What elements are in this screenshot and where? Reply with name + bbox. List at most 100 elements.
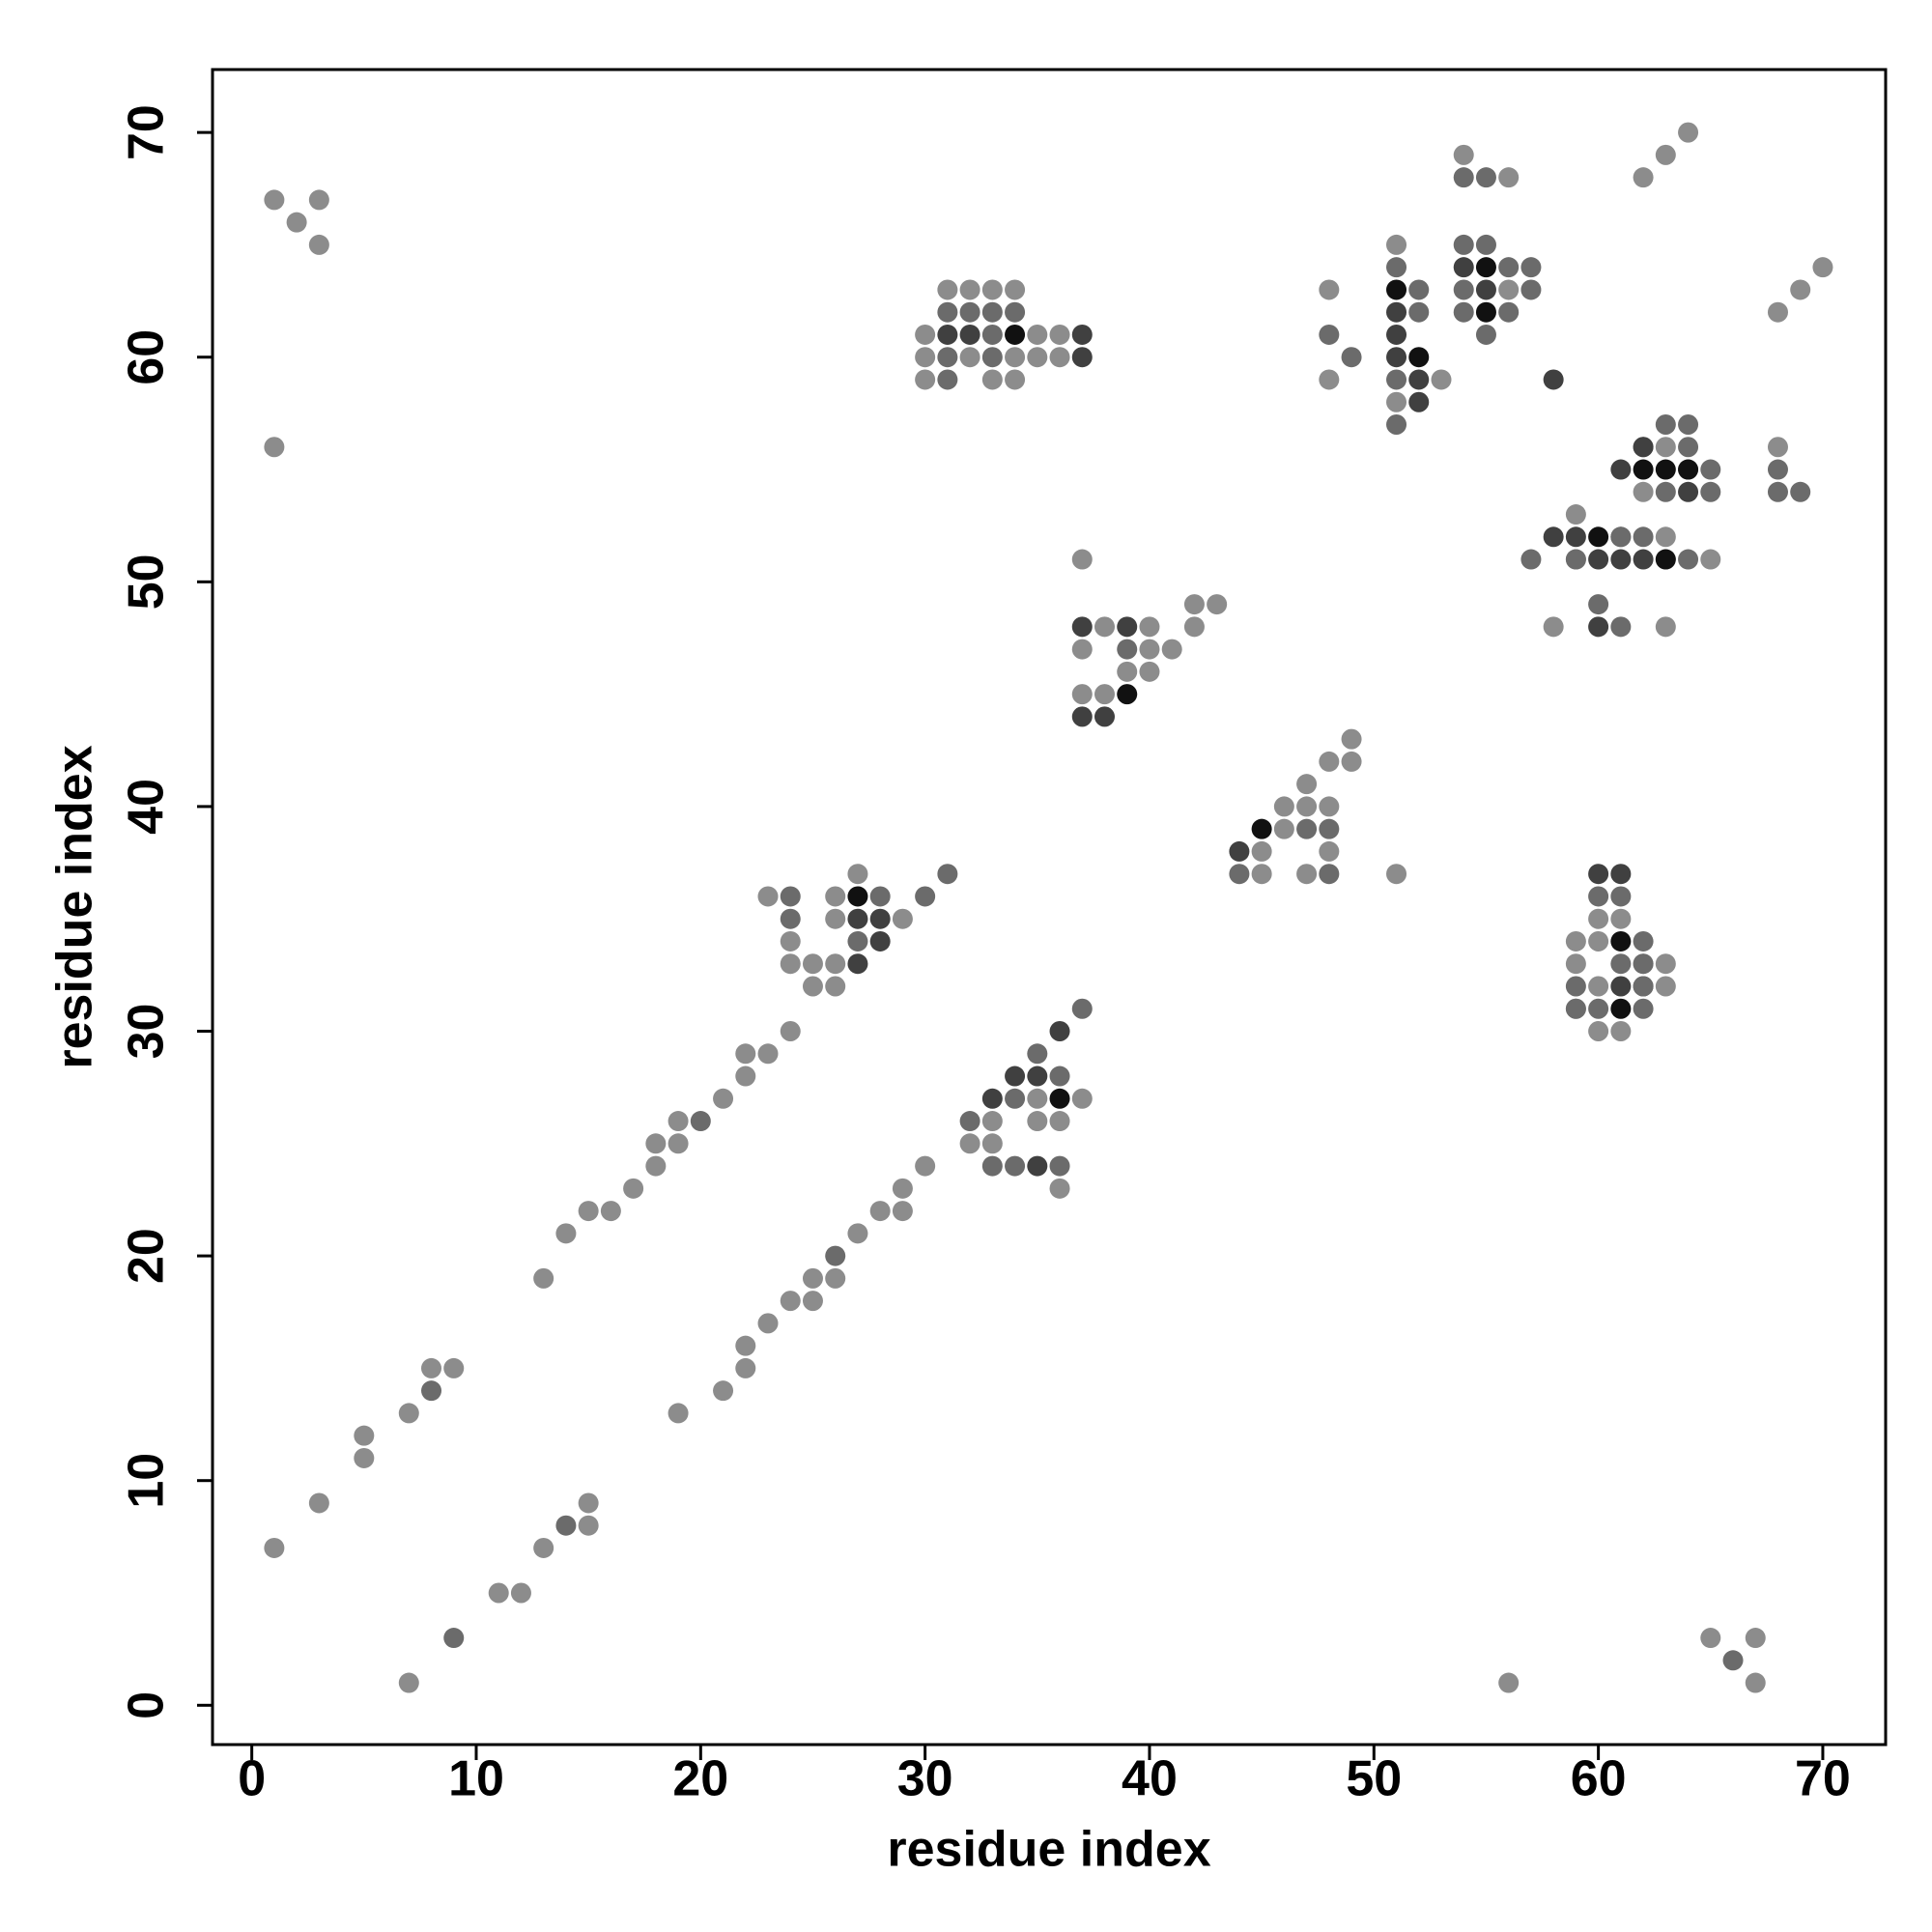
point: [981, 1088, 1003, 1109]
point: [421, 1357, 442, 1378]
point: [802, 1267, 823, 1289]
x-tick-label: 10: [448, 1751, 504, 1807]
point: [1296, 774, 1318, 795]
point: [1139, 661, 1160, 682]
point: [1408, 391, 1430, 412]
point: [1027, 1155, 1048, 1177]
point: [1319, 864, 1340, 885]
point: [1678, 414, 1699, 436]
point: [780, 908, 801, 929]
point: [1319, 796, 1340, 817]
point: [1005, 301, 1026, 323]
point: [398, 1672, 419, 1693]
point: [1745, 1672, 1766, 1693]
point: [1678, 549, 1699, 570]
point: [1543, 616, 1564, 638]
point: [1633, 549, 1654, 570]
point: [1117, 639, 1138, 660]
point: [869, 908, 891, 929]
point: [825, 908, 846, 929]
point: [937, 301, 958, 323]
point: [1498, 301, 1520, 323]
point: [757, 886, 779, 907]
point: [1610, 526, 1632, 548]
point: [981, 301, 1003, 323]
point: [1588, 594, 1609, 615]
point: [1319, 751, 1340, 772]
point: [981, 1111, 1003, 1132]
point: [869, 886, 891, 907]
point: [1049, 347, 1070, 368]
point: [1498, 167, 1520, 188]
point: [1678, 122, 1699, 143]
point: [757, 1313, 779, 1334]
x-tick-label: 20: [672, 1751, 728, 1807]
point: [1655, 976, 1676, 997]
point: [1588, 998, 1609, 1019]
point: [959, 279, 980, 300]
point: [1633, 481, 1654, 502]
point: [825, 886, 846, 907]
point: [421, 1380, 442, 1402]
point: [264, 437, 285, 458]
point: [264, 189, 285, 211]
point: [1633, 167, 1654, 188]
point: [1700, 1628, 1721, 1649]
point: [668, 1133, 689, 1154]
point: [286, 212, 307, 233]
point: [1543, 369, 1564, 390]
point: [578, 1492, 599, 1514]
point: [1565, 976, 1586, 997]
point: [1678, 437, 1699, 458]
point: [1139, 616, 1160, 638]
point: [1027, 1065, 1048, 1087]
point: [1408, 347, 1430, 368]
point: [1767, 481, 1788, 502]
point: [1610, 953, 1632, 975]
point: [1027, 324, 1048, 345]
point: [1071, 684, 1093, 705]
point: [1565, 953, 1586, 975]
point: [802, 976, 823, 997]
point: [578, 1515, 599, 1536]
point: [1453, 234, 1474, 255]
point: [1341, 728, 1362, 750]
point: [1049, 1178, 1070, 1199]
point: [1117, 616, 1138, 638]
point: [981, 324, 1003, 345]
point: [1229, 840, 1250, 862]
point: [981, 1155, 1003, 1177]
point: [981, 347, 1003, 368]
point: [1071, 347, 1093, 368]
point: [825, 953, 846, 975]
point: [690, 1111, 711, 1132]
x-axis-title: residue index: [887, 1822, 1210, 1878]
point: [1005, 1065, 1026, 1087]
point: [1565, 998, 1586, 1019]
point: [1655, 616, 1676, 638]
plot-frame: [211, 68, 1888, 1747]
point: [981, 279, 1003, 300]
point: [1049, 324, 1070, 345]
point: [1319, 840, 1340, 862]
point: [1027, 1043, 1048, 1065]
y-tick-label: 10: [119, 1453, 175, 1509]
point: [1071, 1088, 1093, 1109]
point: [1588, 886, 1609, 907]
point: [1273, 796, 1294, 817]
point: [264, 1537, 285, 1558]
point: [959, 324, 980, 345]
point: [1183, 616, 1205, 638]
point: [443, 1357, 465, 1378]
point: [1071, 998, 1093, 1019]
point: [1005, 324, 1026, 345]
point: [1565, 930, 1586, 952]
point: [1453, 279, 1474, 300]
point: [825, 1267, 846, 1289]
point: [915, 347, 936, 368]
point: [1453, 144, 1474, 165]
point: [825, 976, 846, 997]
point: [1005, 1088, 1026, 1109]
point: [1588, 976, 1609, 997]
point: [1610, 459, 1632, 480]
